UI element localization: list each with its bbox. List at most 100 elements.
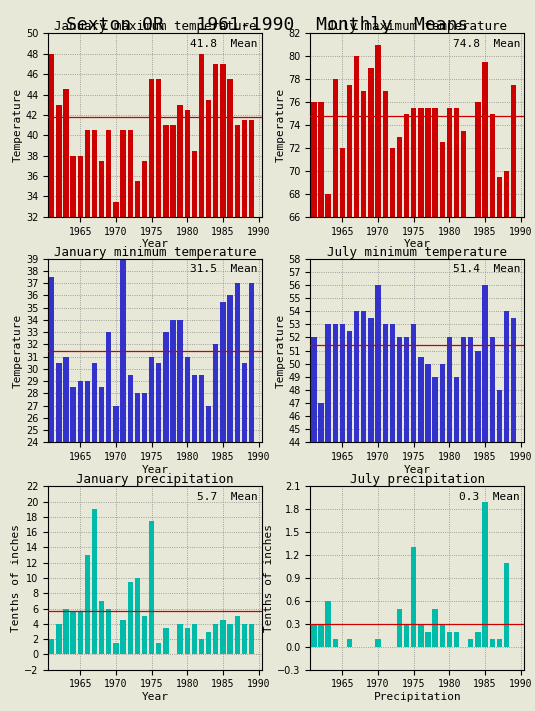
Bar [397, 338, 402, 711]
Bar [389, 324, 395, 711]
Bar [496, 639, 502, 647]
Bar [447, 338, 452, 711]
Bar [213, 624, 218, 654]
Bar [192, 624, 197, 654]
Bar [227, 80, 233, 543]
X-axis label: Year: Year [404, 465, 431, 475]
Bar [404, 338, 409, 711]
Bar [376, 639, 381, 647]
Bar [78, 156, 83, 543]
Bar [156, 643, 162, 654]
Bar [340, 324, 345, 711]
Bar [220, 64, 226, 543]
Bar [78, 381, 83, 711]
Bar [447, 108, 452, 711]
Text: 51.4  Mean: 51.4 Mean [453, 264, 520, 274]
Bar [85, 130, 90, 543]
Bar [504, 171, 509, 711]
X-axis label: Year: Year [404, 240, 431, 250]
Bar [135, 393, 140, 711]
Bar [347, 639, 352, 647]
Bar [192, 375, 197, 711]
Title: January precipitation: January precipitation [77, 474, 234, 486]
Bar [156, 363, 162, 711]
Bar [354, 311, 360, 711]
Bar [368, 68, 373, 711]
Bar [92, 130, 97, 543]
Bar [249, 120, 254, 543]
Bar [490, 338, 495, 711]
Bar [213, 344, 218, 711]
Bar [361, 91, 366, 711]
Bar [347, 331, 352, 711]
Bar [461, 131, 467, 711]
Bar [311, 102, 317, 711]
Bar [389, 148, 395, 711]
Bar [213, 64, 218, 543]
Title: January minimum temperature: January minimum temperature [54, 246, 256, 259]
Bar [106, 609, 111, 654]
Bar [71, 156, 76, 543]
Bar [234, 125, 240, 543]
Bar [242, 624, 247, 654]
Bar [227, 624, 233, 654]
Bar [185, 628, 190, 654]
Bar [149, 520, 154, 654]
Bar [156, 80, 162, 543]
Bar [163, 628, 169, 654]
Bar [113, 202, 119, 543]
Bar [468, 639, 473, 647]
Bar [206, 631, 211, 654]
Bar [511, 85, 516, 711]
Bar [106, 130, 111, 543]
Bar [411, 547, 416, 647]
Bar [440, 142, 445, 711]
Bar [234, 283, 240, 711]
Text: 0.3  Mean: 0.3 Mean [459, 492, 520, 502]
Bar [78, 612, 83, 654]
Bar [325, 324, 331, 711]
Bar [92, 363, 97, 711]
Bar [63, 609, 68, 654]
Bar [333, 80, 338, 711]
Bar [135, 181, 140, 543]
Bar [71, 612, 76, 654]
Bar [447, 631, 452, 647]
Bar [199, 375, 204, 711]
Bar [504, 311, 509, 711]
Bar [383, 324, 388, 711]
Bar [454, 631, 459, 647]
Bar [475, 102, 480, 711]
Bar [71, 387, 76, 711]
Bar [185, 110, 190, 543]
Bar [483, 285, 488, 711]
Bar [425, 363, 431, 711]
Y-axis label: Temperature: Temperature [276, 314, 285, 387]
Bar [163, 125, 169, 543]
Bar [49, 54, 55, 543]
Bar [425, 631, 431, 647]
Bar [185, 357, 190, 711]
Bar [404, 624, 409, 647]
X-axis label: Year: Year [142, 693, 169, 702]
Bar [468, 217, 473, 711]
Bar [135, 578, 140, 654]
Bar [170, 320, 175, 711]
Title: July precipitation: July precipitation [350, 474, 485, 486]
Bar [397, 137, 402, 711]
Text: 31.5  Mean: 31.5 Mean [190, 264, 258, 274]
Bar [475, 631, 480, 647]
Bar [483, 62, 488, 711]
Bar [418, 624, 424, 647]
Bar [99, 161, 104, 543]
Bar [318, 403, 324, 711]
X-axis label: Precipitation: Precipitation [373, 693, 461, 702]
Bar [411, 108, 416, 711]
Bar [85, 555, 90, 654]
Bar [99, 601, 104, 654]
Bar [425, 108, 431, 711]
Bar [127, 130, 133, 543]
Text: Sexton OR   1961-1990  Monthly  Means: Sexton OR 1961-1990 Monthly Means [66, 16, 469, 34]
Bar [63, 357, 68, 711]
Title: July maximum temperature: July maximum temperature [327, 21, 507, 33]
